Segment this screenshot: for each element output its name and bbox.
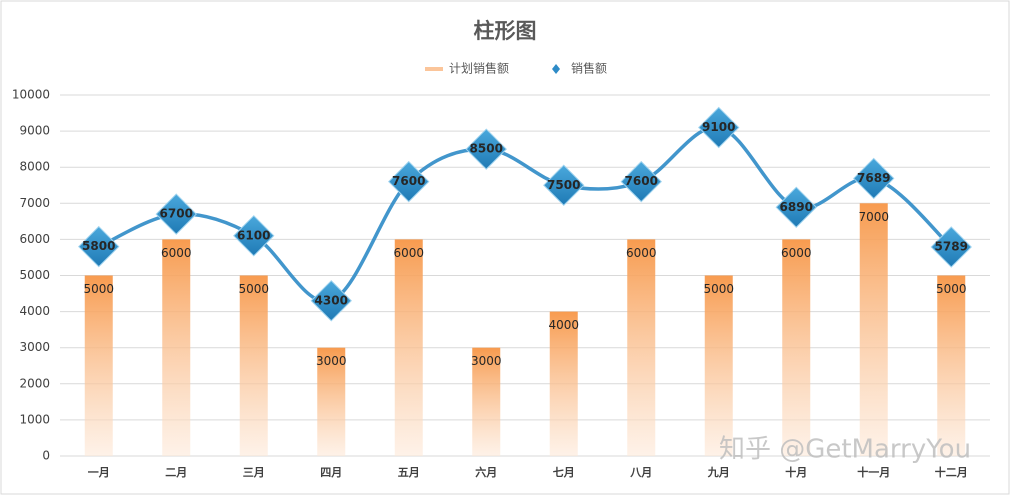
bar [84,275,113,456]
line-value-label: 7600 [392,174,425,188]
y-tick-label: 1000 [19,412,50,426]
y-tick-label: 8000 [19,160,50,174]
bars [84,203,966,456]
line-value-label: 9100 [702,120,735,134]
bar-value-label: 6000 [161,246,192,260]
line-value-label: 5789 [935,240,968,254]
grid: 0 1000 2000 3000 4000 5000 6000 7000 8000 9000 100… [12,88,990,479]
bar [937,275,966,456]
line-marker [465,128,507,170]
bar-value-label: 5000 [936,282,967,296]
line-marker [853,157,895,200]
bar-value-label: 4000 [548,318,579,332]
y-tick-label: 3000 [19,340,50,354]
line-marker [698,106,740,149]
bar-value-label: 5000 [703,282,734,296]
bar-value-label: 3000 [471,354,502,368]
legend-label: 计划销售额 [449,61,509,76]
line-value-label: 7500 [547,178,580,192]
lines [78,106,972,322]
y-tick-label: 0 [42,449,50,463]
line-value-label: 7600 [625,174,658,188]
line-value-label: 6890 [780,200,813,214]
y-tick-label: 6000 [19,232,50,246]
bar [317,347,346,456]
bar [549,311,578,456]
chart-title: 柱形图 [474,19,537,43]
line-marker [310,280,352,322]
bar [782,239,811,456]
y-tick-label: 5000 [19,268,50,282]
y-tick-label: 10000 [12,88,50,102]
bar [394,239,423,456]
line-marker [78,225,120,268]
bar [162,239,191,456]
bar [627,239,656,456]
bar [859,203,888,456]
x-tick-label: 二月 [165,466,187,479]
legend-symbol [552,64,561,74]
x-tick-label: 十一月 [857,465,890,479]
x-tick-label: 九月 [707,465,730,479]
y-tick-label: 7000 [19,196,50,210]
bar-value-label: 7000 [858,210,889,224]
line-marker [155,193,197,235]
line-value-label: 6100 [237,228,270,242]
bar-value-label: 5000 [83,282,114,296]
bar-value-label: 6000 [393,246,424,260]
x-tick-label: 一月 [88,466,110,479]
legend-label: 销售额 [571,61,607,76]
line-value-label: 5800 [82,239,115,253]
x-tick-label: 六月 [475,465,497,479]
labels: 5000 6000 5000 3000 6000 3000 4000 6000 5000 6000… [82,120,968,368]
bar-value-label: 6000 [626,246,657,260]
bar [704,275,733,456]
line-marker [233,215,275,257]
line-marker [620,160,662,203]
bar [239,275,268,456]
line-marker [930,226,972,268]
x-tick-label: 八月 [629,466,652,479]
x-tick-label: 十月 [785,465,807,479]
bar-value-label: 5000 [238,282,269,296]
line-value-label: 4300 [315,293,348,307]
legend: 计划销售额 销售额 [425,61,607,76]
x-tick-label: 十二月 [935,465,968,479]
line-marker [388,160,430,203]
line-value-label: 6700 [160,207,193,221]
watermark: 知乎 @GetMarryYou [719,435,971,465]
bar [472,347,501,456]
bar-value-label: 3000 [316,354,347,368]
line-value-label: 7689 [857,171,890,185]
bar-value-label: 6000 [781,246,812,260]
y-tick-label: 2000 [19,376,50,390]
y-tick-label: 9000 [19,124,50,138]
x-tick-label: 七月 [553,465,575,479]
x-tick-label: 五月 [398,466,420,479]
line-marker [543,164,585,206]
line-value-label: 8500 [470,142,503,156]
x-tick-label: 三月 [243,466,265,479]
y-tick-label: 4000 [19,304,50,318]
line-marker [775,186,817,228]
x-tick-label: 四月 [320,466,342,479]
